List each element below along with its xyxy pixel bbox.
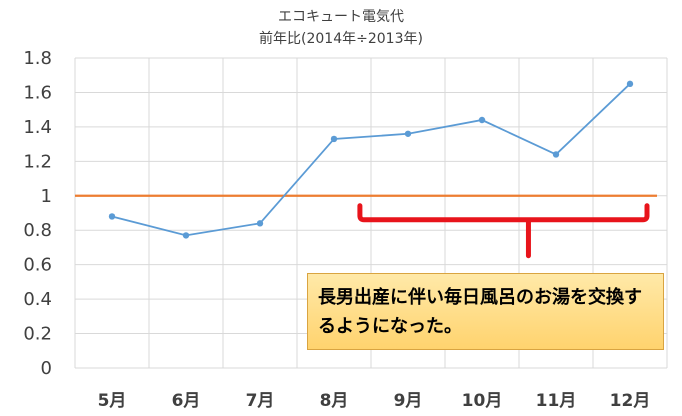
y-tick-label: 0.8 — [23, 220, 52, 241]
series-line — [111, 83, 631, 237]
y-tick-label: 1 — [41, 186, 52, 207]
data-point — [626, 80, 634, 88]
annotation-box: 長男出産に伴い毎日風呂のお湯を交換するようになった。 — [307, 273, 664, 350]
y-axis-ticks: 0 0.2 0.4 0.6 0.8 1 1.2 1.4 1.6 1.8 — [23, 48, 52, 379]
x-tick-label: 9月 — [394, 391, 423, 411]
annotation-bracket — [357, 203, 650, 259]
x-axis-ticks: 5月 6月 7月 8月 9月 10月 11月 12月 — [98, 391, 651, 411]
y-tick-label: 1.6 — [23, 82, 52, 103]
y-tick-label: 1.8 — [23, 48, 52, 69]
data-point — [108, 213, 116, 220]
x-tick-label: 5月 — [98, 391, 127, 411]
data-point — [256, 220, 264, 227]
y-tick-label: 1.4 — [23, 117, 52, 138]
y-tick-label: 0 — [41, 358, 52, 379]
data-point — [478, 116, 486, 124]
data-point — [182, 232, 190, 239]
x-tick-label: 8月 — [320, 391, 349, 411]
chart-title: エコキュート電気代 — [278, 9, 404, 25]
data-point — [330, 135, 338, 143]
x-tick-label: 11月 — [536, 391, 577, 411]
y-tick-label: 1.2 — [23, 151, 52, 172]
x-tick-label: 7月 — [246, 391, 275, 411]
x-tick-label: 10月 — [462, 391, 503, 411]
data-point — [404, 130, 412, 137]
y-tick-label: 0.2 — [23, 324, 52, 345]
x-tick-label: 12月 — [610, 391, 651, 411]
data-point — [552, 151, 560, 158]
annotation-text: 長男出産に伴い毎日風呂のお湯を交換するようになった。 — [318, 287, 642, 337]
x-tick-label: 6月 — [172, 391, 201, 411]
data-points — [108, 80, 634, 239]
chart-subtitle: 前年比(2014年÷2013年) — [259, 31, 423, 47]
y-tick-label: 0.6 — [23, 255, 52, 276]
y-tick-label: 0.4 — [23, 289, 52, 310]
